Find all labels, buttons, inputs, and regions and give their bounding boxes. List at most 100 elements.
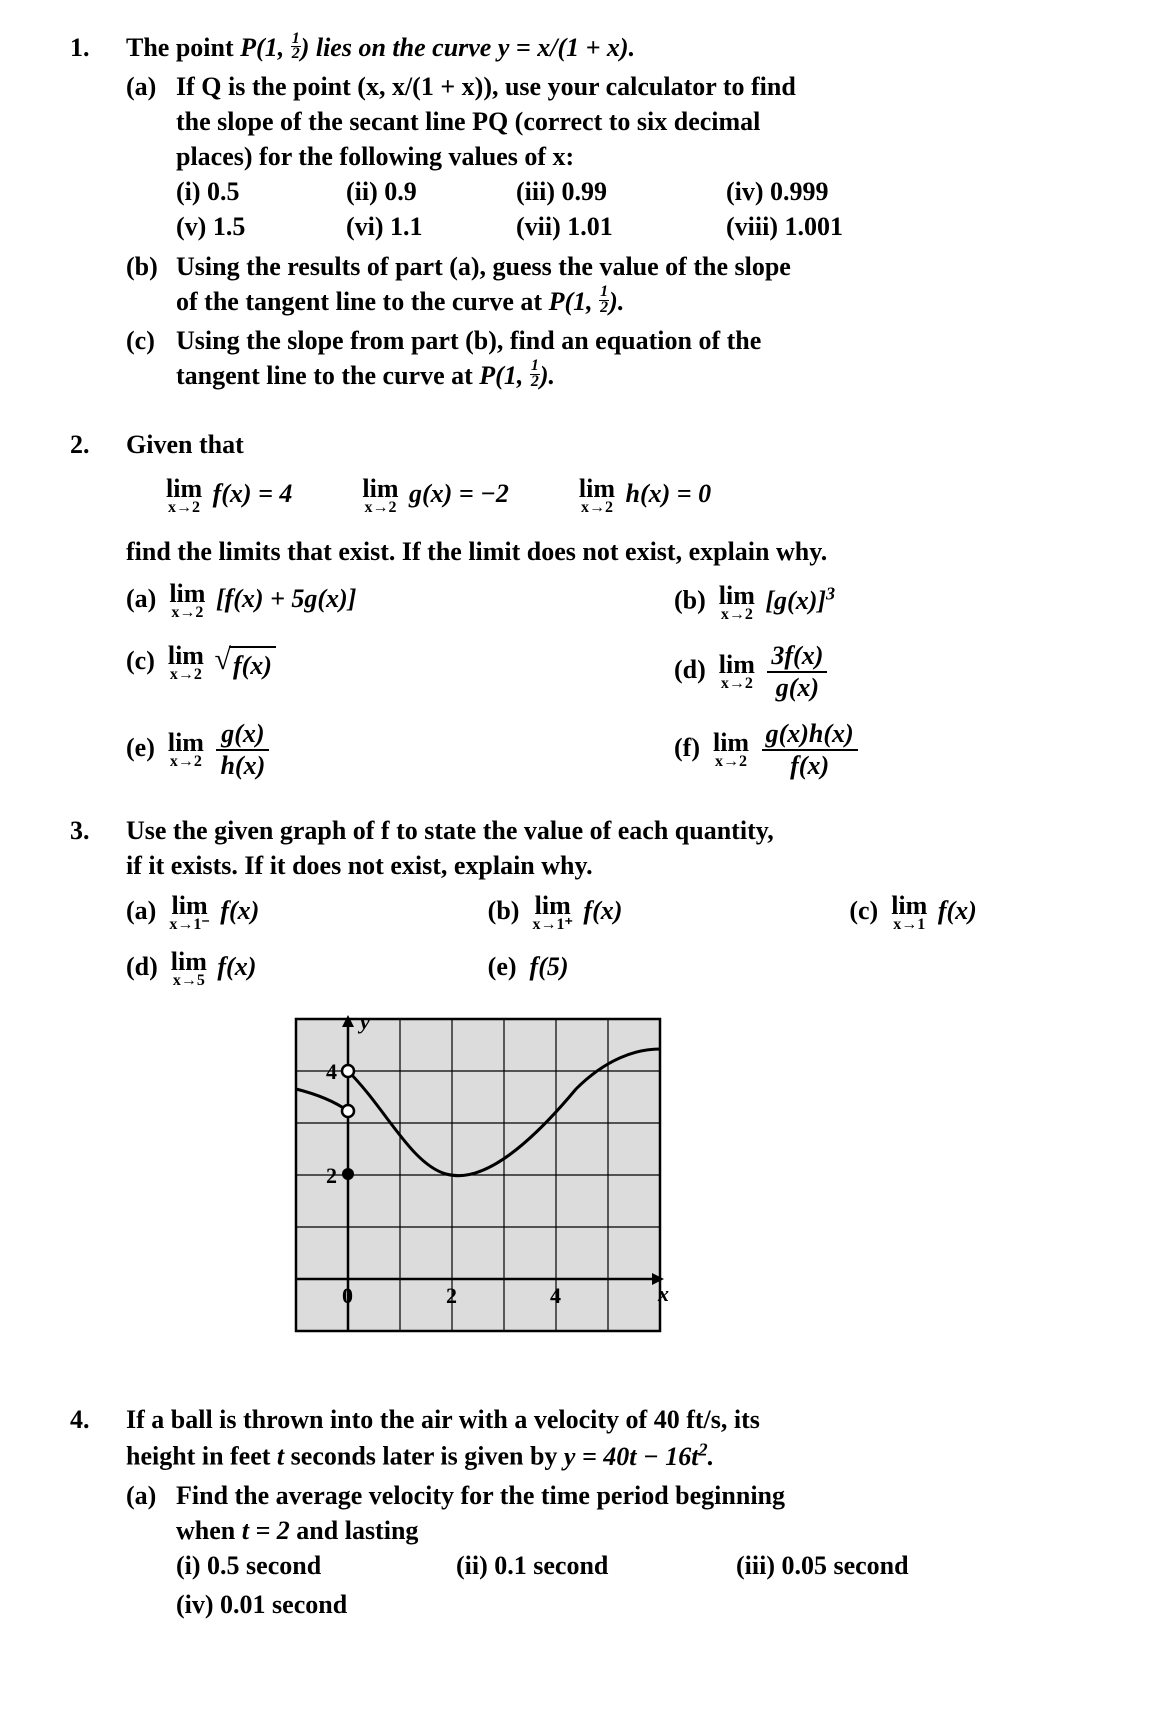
part-f: (f) limx→2 g(x)h(x)f(x) <box>674 721 1152 779</box>
roman-ii: (ii) 0.9 <box>346 174 516 209</box>
roman-viii: (viii) 1.001 <box>726 209 946 244</box>
roman-row-1: (i) 0.5 (ii) 0.9 (iii) 0.99 (iv) 0.999 <box>176 174 1152 209</box>
line: Using the results of part (a), guess the… <box>176 249 1152 284</box>
sqrt: √f(x) <box>214 646 275 683</box>
part-text: Find the average velocity for the time p… <box>176 1478 1152 1548</box>
part-text: Using the results of part (a), guess the… <box>176 249 1152 319</box>
point-P: P(1, 12) lies on the curve y = x/(1 + x)… <box>240 33 635 62</box>
parts-row-cd: (c) limx→2 √f(x) (d) limx→2 3f(x)g(x) <box>126 643 1152 701</box>
lim: limx→1⁻ <box>169 893 209 933</box>
part-a: (a) limx→1⁻ f(x) <box>126 893 488 933</box>
problem-4: 4. If a ball is thrown into the air with… <box>70 1402 1152 1626</box>
problem-body: Use the given graph of f to state the va… <box>126 813 1152 1368</box>
part-a: (a) limx→2 [f(x) + 5g(x)] <box>126 581 674 623</box>
part-a: (a) Find the average velocity for the ti… <box>126 1478 1152 1548</box>
svg-text:4: 4 <box>550 1283 561 1308</box>
problem-number: 2. <box>70 427 126 779</box>
line: the slope of the secant line PQ (correct… <box>176 104 1152 139</box>
line: If a ball is thrown into the air with a … <box>126 1402 1152 1437</box>
problem-body: If a ball is thrown into the air with a … <box>126 1402 1152 1626</box>
part-b: (b) Using the results of part (a), guess… <box>126 249 1152 319</box>
one-half: 12 <box>530 359 540 389</box>
parts-row-abc: (a) limx→1⁻ f(x) (b) limx→1⁺ f(x) (c) li… <box>126 893 1152 933</box>
line: when t = 2 and lasting <box>176 1513 1152 1548</box>
part-label: (b) <box>126 249 176 319</box>
line: Find the average velocity for the time p… <box>176 1478 1152 1513</box>
given-g: limx→2 g(x) = −2 <box>362 476 509 516</box>
part-e: (e) limx→2 g(x)h(x) <box>126 721 674 779</box>
part-c: (c) Using the slope from part (b), find … <box>126 323 1152 393</box>
line: tangent line to the curve at P(1, 12). <box>176 358 1152 393</box>
part-c: (c) limx→2 √f(x) <box>126 643 674 701</box>
roman-row-2: (v) 1.5 (vi) 1.1 (vii) 1.01 (viii) 1.001 <box>176 209 1152 244</box>
roman-i: (i) 0.5 second <box>176 1548 456 1583</box>
fraction: g(x)h(x)f(x) <box>762 721 858 779</box>
roman-iii: (iii) 0.99 <box>516 174 726 209</box>
lim: limx→2 <box>713 730 749 770</box>
fraction: g(x)h(x) <box>216 721 269 779</box>
line: height in feet t seconds later is given … <box>126 1437 1152 1474</box>
roman-iv: (iv) 0.999 <box>726 174 946 209</box>
parts-row-ab: (a) limx→2 [f(x) + 5g(x)] (b) limx→2 [g(… <box>126 581 1152 623</box>
lim: limx→2 <box>719 583 755 623</box>
svg-text:2: 2 <box>326 1163 337 1188</box>
roman-row: (i) 0.5 second (ii) 0.1 second (iii) 0.0… <box>176 1548 1152 1626</box>
part-d: (d) limx→2 3f(x)g(x) <box>674 643 1152 701</box>
part-c: (c) limx→1 f(x) <box>849 893 1152 933</box>
roman-vi: (vi) 1.1 <box>346 209 516 244</box>
lim: limx→1⁺ <box>532 893 572 933</box>
lim: limx→2 <box>168 643 204 683</box>
svg-text:4: 4 <box>326 1059 337 1084</box>
line: places) for the following values of x: <box>176 139 1152 174</box>
lim: limx→2 <box>719 652 755 692</box>
roman-iv: (iv) 0.01 second <box>176 1587 456 1622</box>
problem-body: The point P(1, 12) lies on the curve y =… <box>126 30 1152 393</box>
given-h: limx→2 h(x) = 0 <box>579 476 711 516</box>
part-label: (c) <box>126 323 176 393</box>
intro-line: The point P(1, 12) lies on the curve y =… <box>126 30 1152 65</box>
problem-2: 2. Given that limx→2 f(x) = 4 limx→2 g(x… <box>70 427 1152 779</box>
point-P: P(1, 12). <box>549 287 625 316</box>
problem-body: Given that limx→2 f(x) = 4 limx→2 g(x) =… <box>126 427 1152 779</box>
lim: limx→1 <box>891 893 927 933</box>
part-a: (a) If Q is the point (x, x/(1 + x)), us… <box>126 69 1152 174</box>
problem-3: 3. Use the given graph of f to state the… <box>70 813 1152 1368</box>
fraction: 3f(x)g(x) <box>767 643 827 701</box>
line: if it exists. If it does not exist, expl… <box>126 848 1152 883</box>
lim: limx→2 <box>168 730 204 770</box>
one-half: 12 <box>599 285 609 315</box>
lim: limx→2 <box>169 581 205 621</box>
problem-number: 1. <box>70 30 126 393</box>
roman-ii: (ii) 0.1 second <box>456 1548 736 1583</box>
graph-svg: yx02424 <box>266 1009 696 1349</box>
prompt: find the limits that exist. If the limit… <box>126 534 1152 569</box>
svg-text:0: 0 <box>342 1283 353 1308</box>
line: If Q is the point (x, x/(1 + x)), use yo… <box>176 69 1152 104</box>
svg-text:x: x <box>657 1281 669 1306</box>
one-half: 12 <box>291 32 301 62</box>
roman-iii: (iii) 0.05 second <box>736 1548 1016 1583</box>
problem-1: 1. The point P(1, 12) lies on the curve … <box>70 30 1152 393</box>
text: The point <box>126 33 240 62</box>
part-text: Using the slope from part (b), find an e… <box>176 323 1152 393</box>
roman-v: (v) 1.5 <box>176 209 346 244</box>
part-b: (b) limx→1⁺ f(x) <box>488 893 850 933</box>
problem-number: 3. <box>70 813 126 1368</box>
lim: limx→5 <box>171 949 207 989</box>
graph-of-f: yx02424 <box>266 1009 1152 1358</box>
parts-row-ef: (e) limx→2 g(x)h(x) (f) limx→2 g(x)h(x)f… <box>126 721 1152 779</box>
svg-text:2: 2 <box>446 1283 457 1308</box>
roman-i: (i) 0.5 <box>176 174 346 209</box>
line: Use the given graph of f to state the va… <box>126 813 1152 848</box>
part-e: (e) f(5) <box>488 949 850 989</box>
part-text: If Q is the point (x, x/(1 + x)), use yo… <box>176 69 1152 174</box>
given-f: limx→2 f(x) = 4 <box>166 476 292 516</box>
line: Using the slope from part (b), find an e… <box>176 323 1152 358</box>
part-label: (a) <box>126 69 176 174</box>
part-d: (d) limx→5 f(x) <box>126 949 488 989</box>
intro: Given that <box>126 427 1152 462</box>
roman-vii: (vii) 1.01 <box>516 209 726 244</box>
part-b: (b) limx→2 [g(x)]3 <box>674 581 1152 623</box>
point-P: P(1, 12). <box>479 361 555 390</box>
line: of the tangent line to the curve at P(1,… <box>176 284 1152 319</box>
